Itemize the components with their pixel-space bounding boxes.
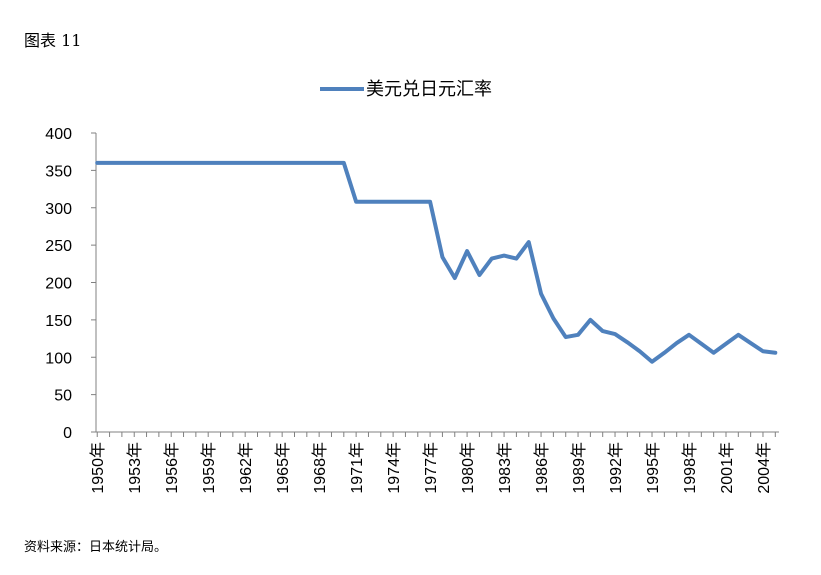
x-tick-label: 1971年 [348,442,366,494]
legend-label: 美元兑日元汇率 [366,79,492,100]
y-tick-label: 150 [45,313,72,330]
x-tick-label: 1998年 [681,442,699,494]
y-tick-label: 350 [45,163,72,180]
x-tick-label: 2004年 [755,442,773,494]
x-tick-label: 1965年 [274,442,292,494]
x-tick-label: 1983年 [496,442,514,494]
x-tick-label: 1980年 [459,442,477,494]
x-tick-label: 1950年 [89,442,107,494]
x-tick-label: 2001年 [718,442,736,494]
y-axis-ticks: 0 50 100 150 200 250 300 350 400 [45,126,96,442]
y-tick-label: 400 [45,126,72,143]
chart-legend: 美元兑日元汇率 [320,79,492,100]
x-tick-label: 1986年 [533,442,551,494]
figure-label: 图表 11 [24,31,82,50]
y-tick-label: 200 [45,276,72,293]
source-note: 资料来源：日本统计局。 [24,540,168,555]
y-tick-label: 50 [54,388,72,405]
x-tick-label: 1962年 [237,442,255,494]
y-tick-label: 0 [63,425,72,442]
y-tick-label: 100 [45,350,72,367]
y-tick-label: 300 [45,201,72,218]
x-tick-label: 1959年 [200,442,218,494]
x-tick-label: 1977年 [422,442,440,494]
x-tick-label: 1974年 [385,442,403,494]
chart-axes [95,133,779,433]
x-tick-label: 1989年 [570,442,588,494]
x-tick-label: 1968年 [311,442,329,494]
y-tick-label: 250 [45,238,72,255]
series-line-usd-jpy [95,160,778,364]
x-tick-label: 1956年 [163,442,181,494]
x-axis-ticks: 1950年 1953年 1956年 1959年 1962年 1965年 1968年 1971年… [89,432,776,494]
x-tick-label: 1992年 [607,442,625,494]
x-tick-label: 1995年 [644,442,662,494]
series-group [95,160,778,364]
x-tick-label: 1953年 [126,442,144,494]
